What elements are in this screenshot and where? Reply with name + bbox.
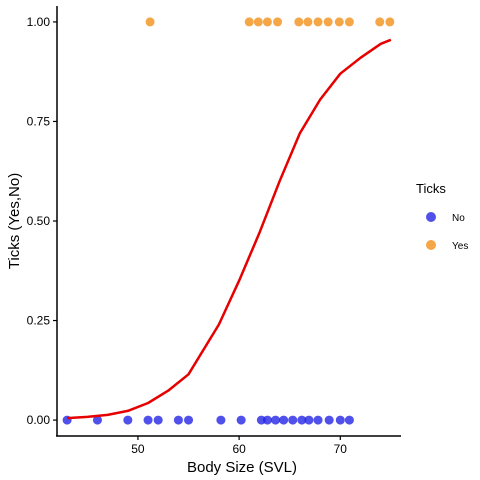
point-yes	[313, 17, 323, 27]
point-no	[304, 415, 314, 425]
point-yes	[253, 17, 263, 27]
y-tick-label: 0.75	[27, 114, 51, 128]
point-no	[184, 415, 194, 425]
point-no	[153, 415, 163, 425]
point-no	[335, 415, 345, 425]
point-yes	[294, 17, 304, 27]
x-axis-title: Body Size (SVL)	[187, 459, 297, 476]
y-tick-label: 1.00	[27, 15, 51, 29]
y-tick-label: 0.25	[27, 314, 51, 328]
legend-key-yes	[426, 240, 436, 250]
point-no	[236, 415, 246, 425]
legend-label-no: No	[452, 213, 465, 224]
legend-title: Ticks	[416, 181, 446, 196]
point-yes	[375, 17, 385, 27]
point-no	[288, 415, 298, 425]
point-yes	[323, 17, 333, 27]
point-no	[344, 415, 354, 425]
point-yes	[145, 17, 155, 27]
point-no	[173, 415, 183, 425]
point-no	[92, 415, 102, 425]
point-no	[262, 415, 272, 425]
point-yes	[273, 17, 283, 27]
y-tick-label: 0.00	[27, 413, 51, 427]
point-no	[123, 415, 133, 425]
point-yes	[385, 17, 395, 27]
point-yes	[244, 17, 254, 27]
y-axis-title: Ticks (Yes,No)	[6, 173, 23, 269]
x-tick-label: 60	[232, 442, 246, 456]
x-tick-label: 50	[131, 442, 145, 456]
axes: 0.00 0.25 0.50 0.75 1.00 50 60 70	[27, 6, 401, 456]
point-yes	[262, 17, 272, 27]
point-yes	[303, 17, 313, 27]
logistic-fit-line	[67, 38, 392, 420]
legend-key-no	[426, 212, 436, 222]
point-no	[271, 415, 281, 425]
legend: Ticks No Yes	[416, 181, 468, 252]
x-tick-label: 70	[334, 442, 348, 456]
point-no	[297, 415, 307, 425]
point-yes	[334, 17, 344, 27]
y-tick-label: 0.50	[27, 214, 51, 228]
point-no	[216, 415, 226, 425]
point-no	[313, 415, 323, 425]
point-no	[324, 415, 334, 425]
point-no	[143, 415, 153, 425]
point-yes	[344, 17, 354, 27]
plot-area	[62, 17, 395, 425]
point-no	[279, 415, 289, 425]
legend-label-yes: Yes	[452, 241, 468, 252]
